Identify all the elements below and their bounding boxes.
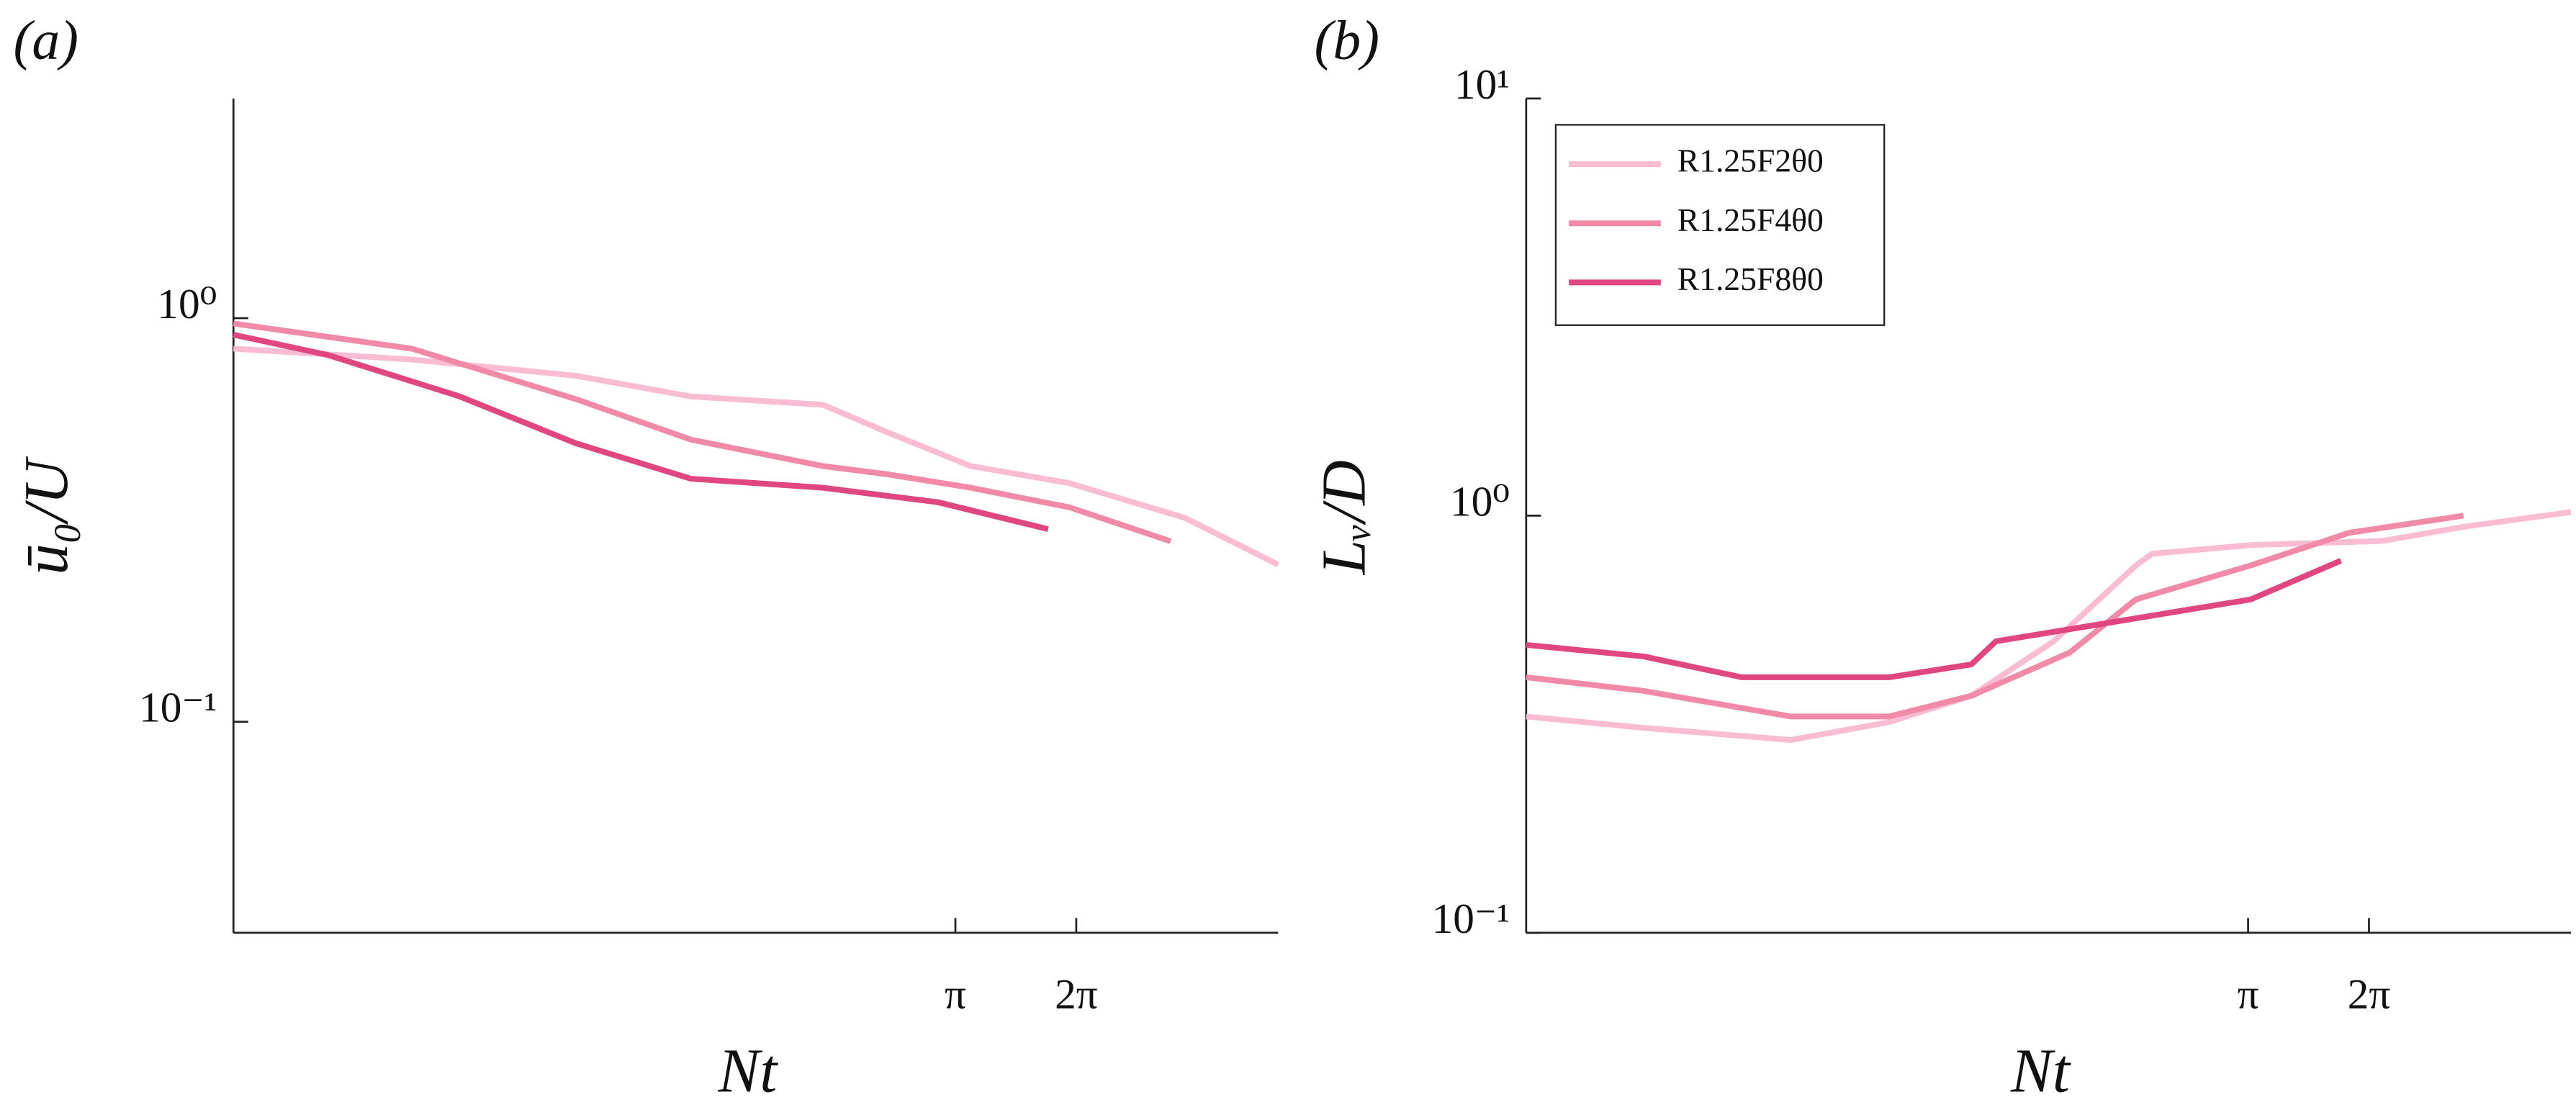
x-tick-label: π (945, 970, 966, 1018)
data-line (233, 320, 1172, 544)
panel-label: (a) (14, 9, 78, 71)
data-line (233, 332, 1049, 532)
data-line (1526, 558, 2343, 680)
data-line (1526, 512, 2464, 720)
y-axis-label: Lᵥ/D (1310, 460, 1379, 576)
x-tick-label: 2π (1055, 970, 1098, 1018)
panel: (b) 10⁻¹ 10⁰ 10¹ π 2π Nt Lᵥ/D R1.25F2θ0 R1.25F4θ0… (1310, 9, 2572, 1106)
x-tick-label: 2π (2348, 970, 2391, 1018)
panel-label: (b) (1315, 9, 1379, 71)
panel: (a) 10⁻¹ 10⁰ π 2π Nt ū₀/U (12, 9, 1280, 1106)
legend-label: R1.25F4θ0 (1677, 202, 1824, 238)
y-tick-label: 10⁰ (1450, 477, 1510, 525)
data-line (233, 346, 1280, 567)
data-line (1526, 509, 2572, 744)
y-tick-label: 10¹ (1454, 60, 1510, 108)
legend-label: R1.25F8θ0 (1677, 261, 1824, 297)
x-tick-label: π (2238, 970, 2259, 1018)
x-axis-label: Nt (2010, 1037, 2071, 1106)
legend-label: R1.25F2θ0 (1677, 143, 1824, 179)
x-axis-label: Nt (717, 1037, 778, 1106)
y-axis-label: ū₀/U (12, 456, 81, 575)
y-tick-label: 10⁻¹ (1432, 895, 1510, 942)
y-tick-label: 10⁻¹ (139, 684, 217, 731)
y-tick-label: 10⁰ (157, 280, 217, 328)
